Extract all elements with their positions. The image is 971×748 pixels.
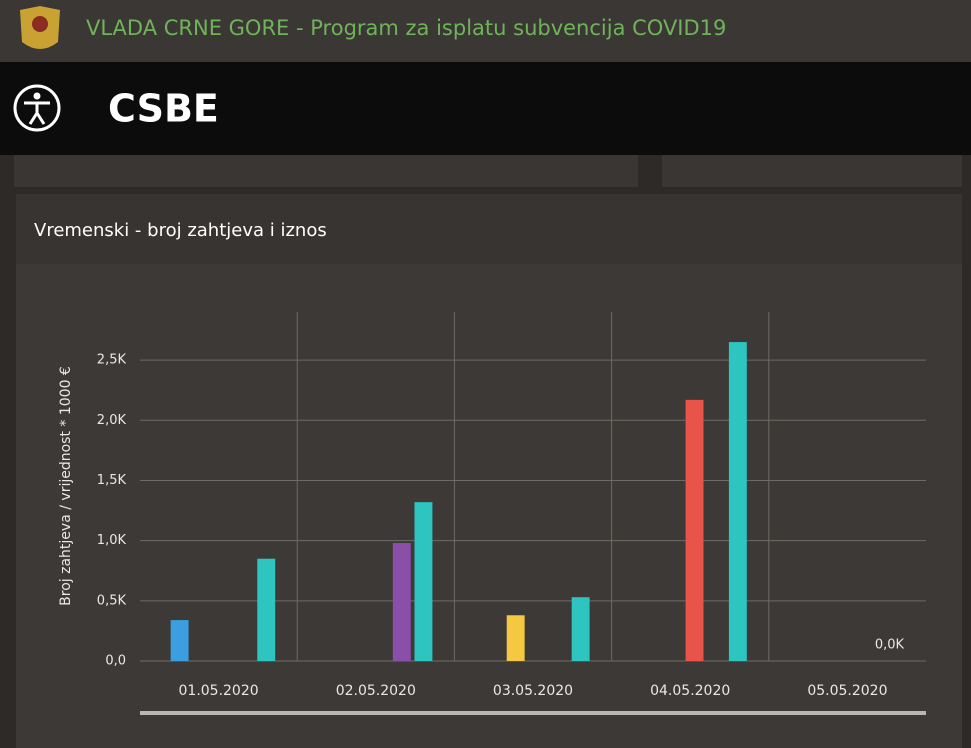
data-label: 0,0K [875, 638, 905, 653]
panel-behind [14, 155, 638, 187]
bar [170, 620, 189, 661]
bar [392, 543, 411, 661]
bar [728, 342, 747, 661]
top-bar [0, 0, 971, 62]
y-tick-label: 0,5K [97, 593, 127, 608]
y-tick-label: 2,5K [97, 353, 127, 368]
card-header [16, 194, 962, 264]
x-tick-label: 04.05.2020 [650, 683, 730, 699]
bar [257, 558, 276, 661]
scrollbar[interactable] [140, 711, 926, 715]
panel-behind [662, 155, 962, 187]
site-title: VLADA CRNE GORE - Program za isplatu sub… [86, 16, 726, 40]
x-tick-label: 05.05.2020 [807, 683, 887, 699]
y-tick-label: 2,0K [97, 413, 127, 428]
bar [571, 597, 590, 661]
accessibility-icon[interactable] [13, 84, 61, 132]
x-tick-label: 02.05.2020 [336, 683, 416, 699]
bar [685, 399, 704, 661]
y-axis-label: Broj zahtjeva / vrijednost * 1000 € [58, 366, 74, 606]
y-tick-label: 1,0K [97, 533, 127, 548]
y-tick-label: 1,5K [97, 473, 127, 488]
app-name: CSBE [108, 87, 219, 131]
x-tick-label: 01.05.2020 [179, 683, 259, 699]
app-bar [0, 62, 971, 155]
card [16, 194, 962, 748]
y-tick-label: 0,0 [105, 654, 126, 669]
card-title: Vremenski - broj zahtjeva i iznos [34, 220, 327, 241]
bar [414, 502, 433, 661]
logo [20, 6, 60, 49]
x-tick-label: 03.05.2020 [493, 683, 573, 699]
bar [506, 615, 525, 661]
